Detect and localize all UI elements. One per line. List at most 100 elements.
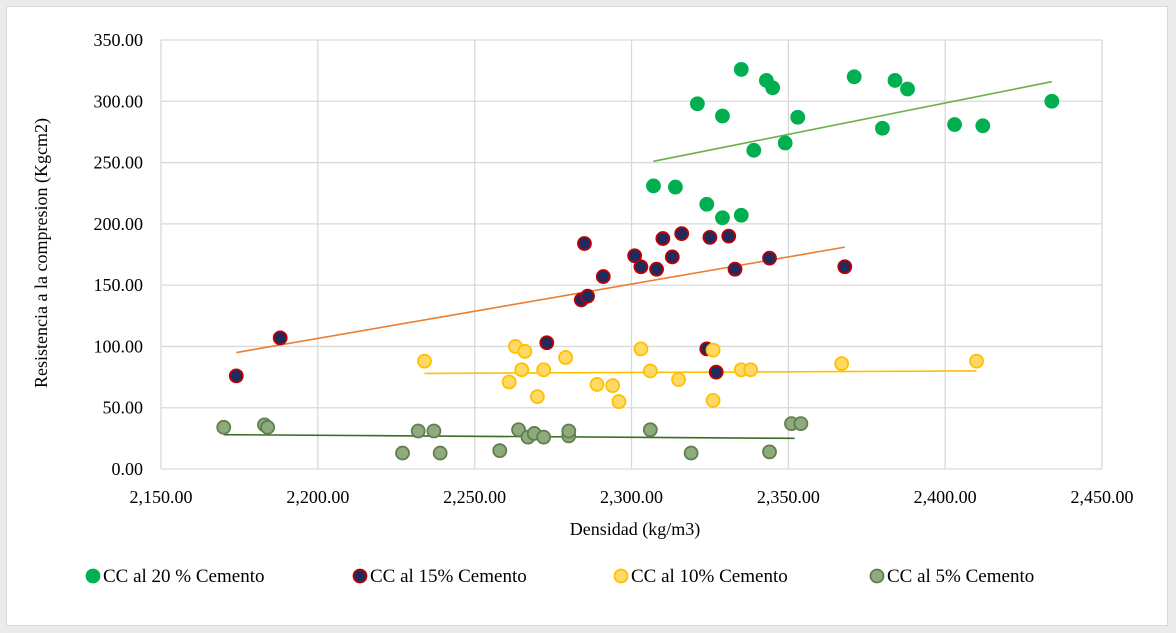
data-point (605, 378, 621, 394)
data-point (536, 362, 552, 378)
y-tick-label: 0.00 (112, 459, 144, 479)
chart-frame: 2,150.00 2,200.00 2,250.00 2,300.00 2,350.00… (6, 6, 1168, 626)
gridlines (160, 39, 1103, 470)
x-tick-label: 2,200.00 (286, 487, 349, 507)
y-tick-label: 150.00 (94, 275, 144, 295)
data-point (589, 377, 605, 392)
data-point (577, 236, 592, 251)
y-tick-label: 200.00 (94, 214, 144, 234)
data-point (426, 423, 442, 439)
data-point (674, 226, 690, 242)
data-point (721, 228, 737, 244)
data-point (514, 362, 530, 378)
data-point (260, 419, 276, 435)
data-point (539, 335, 555, 351)
data-point (530, 389, 545, 405)
data-point (969, 353, 984, 369)
data-point (689, 96, 705, 112)
trendline (653, 80, 1052, 163)
data-point (580, 288, 595, 304)
data-point (595, 269, 611, 284)
data-point (501, 374, 517, 390)
x-axis-title: Densidad (kg/m3) (570, 519, 700, 540)
trendline (424, 370, 977, 375)
data-point (733, 207, 749, 223)
data-point (834, 356, 850, 371)
data-points (216, 62, 1060, 461)
data-point (837, 259, 853, 275)
data-point (887, 73, 903, 88)
data-point (671, 372, 686, 387)
data-point (702, 229, 718, 245)
data-point (664, 249, 680, 265)
data-point (705, 392, 721, 408)
y-tick-label: 350.00 (94, 30, 144, 50)
data-point (715, 210, 730, 226)
data-point (642, 422, 658, 438)
data-point (699, 196, 715, 212)
data-point (668, 179, 683, 195)
trendline (236, 246, 845, 354)
data-point (216, 419, 232, 435)
data-point (1044, 93, 1060, 109)
data-point (777, 135, 793, 151)
y-tick-labels: 0.00 50.00 100.00 150.00 200.00 250.00 300.00 3… (94, 30, 144, 479)
y-tick-label: 50.00 (103, 398, 144, 418)
data-point (705, 342, 721, 358)
data-point (765, 80, 781, 96)
y-axis-title: Resistencia a la compresion (Kgcm2) (31, 118, 52, 388)
data-point (846, 69, 862, 85)
legend-label: CC al 10% Cemento (631, 566, 788, 587)
data-point (708, 364, 724, 380)
legend-marker (613, 568, 629, 584)
data-point (947, 117, 962, 132)
data-point (536, 429, 552, 445)
legend-label: CC al 20 % Cemento (103, 566, 264, 587)
x-tick-label: 2,400.00 (914, 487, 977, 507)
data-point (743, 362, 759, 378)
data-point (646, 178, 661, 194)
data-point (561, 423, 577, 439)
data-point (492, 443, 508, 459)
scatter-chart: 2,150.00 2,200.00 2,250.00 2,300.00 2,350.00… (31, 30, 1134, 587)
data-point (558, 350, 574, 365)
data-point (875, 120, 890, 136)
data-point (611, 394, 627, 409)
data-point (228, 368, 244, 384)
data-point (733, 62, 749, 77)
data-point (272, 330, 288, 346)
x-tick-label: 2,450.00 (1071, 487, 1134, 507)
data-point (790, 109, 806, 125)
trendline (223, 433, 795, 440)
data-point (410, 423, 426, 439)
legend-label: CC al 15% Cemento (370, 566, 527, 587)
data-point (642, 363, 658, 379)
data-point (975, 118, 991, 134)
legend-marker (869, 568, 885, 584)
legend: CC al 20 % Cemento CC al 15% Cemento CC al… (85, 566, 1034, 587)
data-point (683, 445, 699, 461)
data-point (633, 341, 649, 357)
data-point (655, 231, 671, 246)
data-point (649, 261, 664, 277)
x-tick-label: 2,250.00 (443, 487, 506, 507)
legend-marker (352, 568, 368, 584)
data-point (727, 261, 743, 277)
trendlines (223, 80, 1052, 440)
legend-label: CC al 5% Cemento (887, 566, 1034, 587)
y-tick-label: 300.00 (94, 91, 144, 111)
data-point (900, 81, 915, 97)
data-point (762, 444, 777, 460)
data-point (715, 108, 730, 124)
data-point (793, 416, 809, 432)
data-point (395, 445, 410, 461)
data-point (517, 343, 533, 359)
data-point (511, 422, 526, 438)
data-point (627, 248, 643, 264)
data-point (746, 142, 762, 158)
legend-marker (85, 568, 101, 584)
data-point (762, 250, 777, 266)
y-tick-label: 250.00 (94, 153, 144, 173)
data-point (633, 259, 649, 275)
x-tick-label: 2,300.00 (600, 487, 663, 507)
